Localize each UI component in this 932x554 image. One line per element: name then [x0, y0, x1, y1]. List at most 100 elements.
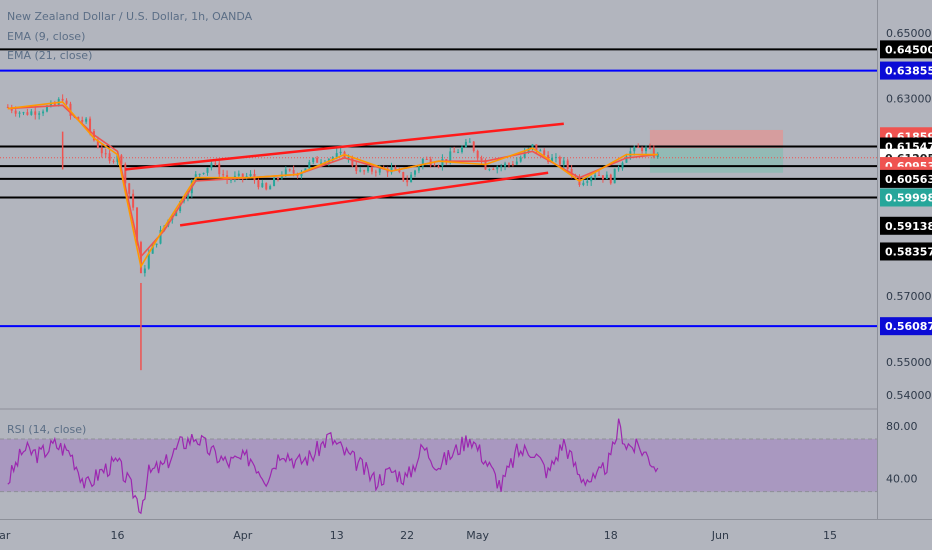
price-candle — [390, 167, 393, 173]
price-badge[interactable] — [880, 317, 932, 336]
time-tick-label: 15 — [823, 529, 837, 542]
price-candle — [273, 178, 276, 187]
price-candle — [351, 157, 354, 166]
time-tick-label: May — [466, 529, 489, 542]
price-candle — [453, 151, 456, 153]
price-candle — [410, 174, 413, 183]
price-candle — [554, 157, 557, 159]
price-candle — [519, 157, 522, 162]
price-candle — [61, 98, 64, 101]
channel-upper-line[interactable] — [125, 122, 564, 171]
price-candle — [629, 151, 632, 157]
rsi-legend[interactable]: RSI (14, close) — [7, 423, 87, 436]
price-candle — [363, 170, 366, 172]
channel-lower-line[interactable] — [179, 171, 549, 227]
rsi-band — [0, 438, 877, 492]
price-candle — [128, 183, 131, 194]
price-candle — [45, 106, 48, 112]
price-candle — [112, 160, 115, 162]
rsi-line[interactable] — [7, 418, 659, 515]
price-badge[interactable] — [880, 216, 932, 235]
price-candle — [511, 163, 514, 165]
price-tick-label: 0.57000 — [886, 290, 932, 303]
price-candle — [198, 173, 201, 175]
price-candle — [304, 168, 307, 172]
price-candle — [598, 174, 601, 176]
time-tick-label: 22 — [400, 529, 414, 542]
price-candle — [570, 169, 573, 176]
rsi-tick-label: 80.00 — [886, 420, 918, 433]
price-badge[interactable] — [880, 188, 932, 207]
price-candle — [464, 141, 467, 147]
price-candle — [26, 112, 29, 115]
time-tick-label: Mar — [0, 529, 11, 542]
price-candle — [488, 169, 491, 171]
price-candle — [65, 100, 68, 104]
price-candle — [539, 150, 542, 152]
price-candle — [425, 159, 428, 161]
price-badge-label: 0.59998 — [885, 191, 932, 204]
price-badge-label: 0.58357 — [885, 245, 932, 258]
time-tick-label: Jun — [711, 529, 729, 542]
price-candle — [370, 167, 373, 172]
price-badge[interactable] — [880, 169, 932, 188]
price-candle — [308, 162, 311, 169]
price-candle — [186, 193, 189, 199]
price-candle — [582, 182, 585, 185]
price-candle — [30, 111, 33, 115]
price-badge-label: 0.64500 — [885, 43, 932, 56]
price-candle — [6, 106, 9, 108]
price-candle — [49, 102, 52, 107]
price-candle — [359, 170, 362, 172]
ema21-legend[interactable]: EMA (21, close) — [7, 49, 93, 62]
ema9-line[interactable] — [7, 101, 658, 269]
price-candle — [108, 153, 111, 161]
ema9-legend[interactable]: EMA (9, close) — [7, 30, 86, 43]
price-candle — [398, 169, 401, 173]
time-tick-label: Apr — [233, 529, 253, 542]
price-candle — [159, 230, 162, 244]
price-candle — [543, 150, 546, 156]
price-candle — [507, 163, 510, 165]
price-candle — [312, 157, 315, 163]
price-candle — [566, 160, 569, 170]
stop-loss-zone[interactable] — [649, 129, 784, 149]
price-candle — [320, 162, 323, 164]
price-candle — [605, 174, 608, 180]
price-candle — [18, 112, 21, 114]
price-candle — [437, 166, 440, 168]
price-candle — [241, 173, 244, 178]
price-candle — [38, 113, 41, 115]
price-candle — [292, 170, 295, 174]
price-candle — [402, 172, 405, 181]
price-badge-label: 0.60563 — [885, 173, 932, 186]
price-candle — [637, 146, 640, 148]
price-candle — [445, 159, 448, 161]
price-candle — [492, 169, 495, 171]
price-candle — [617, 168, 620, 170]
take-profit-zone[interactable] — [649, 148, 784, 173]
price-candle — [406, 180, 409, 183]
price-candle — [449, 151, 452, 161]
price-candle — [339, 151, 342, 154]
price-candle — [586, 181, 589, 183]
price-badge[interactable] — [880, 242, 932, 261]
price-candle — [645, 147, 648, 152]
price-candle — [335, 153, 338, 158]
price-tick-label: 0.63000 — [886, 93, 932, 106]
price-badge-label: 0.63855 — [885, 65, 932, 78]
price-badge[interactable] — [880, 40, 932, 59]
price-candle — [132, 193, 135, 208]
price-candle — [155, 243, 158, 245]
price-candle — [210, 163, 213, 168]
price-candle — [222, 174, 225, 176]
price-candle — [284, 169, 287, 175]
price-candle — [652, 148, 655, 157]
price-badge[interactable] — [880, 61, 932, 80]
price-candle — [316, 157, 319, 163]
price-candle — [269, 186, 272, 190]
price-badge-label: 0.56087 — [885, 320, 932, 333]
price-candle — [504, 163, 507, 167]
